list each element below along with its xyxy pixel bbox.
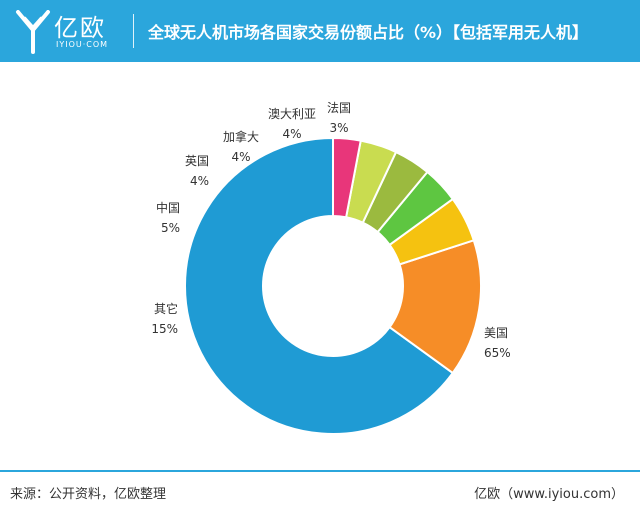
slice-label-1: 美国 xyxy=(484,326,508,340)
brand-y-icon xyxy=(16,10,50,54)
slice-label-7: 法国 xyxy=(327,101,351,115)
header-bar: 亿欧 IYIOU·COM 全球无人机市场各国家交易份额占比（%）【包括军用无人机… xyxy=(0,0,640,62)
slice-7[interactable] xyxy=(332,136,362,219)
brand-name: 亿欧 xyxy=(54,14,106,42)
slice-value-6: 4% xyxy=(282,127,301,141)
footer-divider xyxy=(0,470,640,472)
slice-value-5: 4% xyxy=(231,150,250,164)
source-note: 来源：公开资料，亿欧整理 xyxy=(10,487,167,502)
slice-value-2: 15% xyxy=(151,322,178,336)
slice-1[interactable] xyxy=(184,136,455,435)
slice-value-7: 3% xyxy=(329,121,348,135)
slice-label-3: 中国 xyxy=(156,200,180,215)
credit-note: 亿欧（www.iyiou.com） xyxy=(474,487,624,502)
donut-chart: 美国 65% 其它 15% 中国 5% 英国 4% 加拿大 4% 澳大利亚 4% 法国 3% xyxy=(151,101,511,435)
slice-label-2: 其它 xyxy=(154,301,178,316)
slice-value-3: 5% xyxy=(161,221,180,235)
brand-domain: IYIOU·COM xyxy=(56,40,109,49)
slice-label-5: 加拿大 xyxy=(223,129,259,144)
slice-label-4: 英国 xyxy=(185,154,209,168)
header-divider xyxy=(133,14,134,48)
slice-value-4: 4% xyxy=(190,174,209,188)
slice-label-6: 澳大利亚 xyxy=(268,107,316,121)
slice-value-1: 65% xyxy=(484,346,511,360)
chart-title: 全球无人机市场各国家交易份额占比（%）【包括军用无人机】 xyxy=(148,23,589,42)
brand-logo[interactable]: 亿欧 IYIOU·COM xyxy=(14,6,124,56)
